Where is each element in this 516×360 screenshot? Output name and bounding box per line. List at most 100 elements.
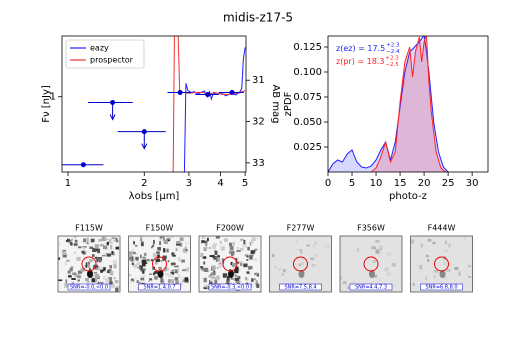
cutout-pixel [102, 267, 106, 272]
cutout-pixel [94, 256, 98, 259]
cutout-pixel [172, 254, 176, 257]
cutout-pixel [239, 247, 244, 251]
cutout-pixel [76, 256, 81, 261]
cutout-pixel [83, 238, 87, 243]
x-tick-label: 30 [466, 178, 479, 189]
cutout-pixel [115, 287, 119, 292]
cutout-pixel [87, 264, 91, 268]
sed-line [183, 47, 246, 172]
photometry-point [110, 99, 116, 105]
cutout-pixel [245, 278, 249, 281]
annotation: z(pr) = 18.3 [336, 57, 384, 66]
cutout-pixel [278, 268, 282, 271]
cutout-pixel [91, 278, 95, 283]
cutout-pixel [177, 257, 181, 262]
cutout-pixel [129, 280, 133, 283]
cutout-pixel [251, 237, 256, 241]
cutout-pixel [340, 283, 343, 288]
cutout-pixel [146, 259, 150, 262]
cutout-pixel [229, 246, 234, 251]
cutout-pixel [247, 246, 250, 251]
cutout-filter: F356W [357, 224, 385, 233]
y2-axis-label: AB mag [270, 84, 281, 123]
cutout-pixel [217, 263, 223, 268]
cutout-pixel [171, 252, 175, 256]
snr-box [208, 283, 252, 291]
snr-label: SNR=6.8,8.0 [425, 285, 457, 291]
cutout-pixel [113, 276, 116, 280]
cutout-pixel [397, 268, 400, 272]
cutout-pixel [163, 240, 168, 245]
cutout-pixel [214, 276, 217, 280]
cutout-pixel [94, 244, 99, 249]
cutout-pixel [181, 259, 185, 263]
cutout-pixel [179, 242, 183, 247]
cutout-pixel [82, 251, 88, 255]
cutout-pixel [85, 278, 89, 282]
cutout-pixel [467, 265, 472, 268]
aperture [81, 256, 97, 272]
cutout-pixel [379, 250, 383, 255]
cutout-pixel [415, 261, 419, 266]
cutout-pixel [205, 244, 208, 247]
cutout-pixel [140, 236, 142, 240]
cutout-pixel [139, 254, 142, 259]
cutout-pixel [434, 270, 439, 273]
cutout-pixel [94, 273, 99, 278]
cutout-pixel [468, 276, 472, 278]
x-tick-label: 3 [186, 178, 192, 189]
cutout-pixel [128, 253, 133, 257]
legend-label: eazy [90, 44, 109, 53]
cutout-pixel [171, 262, 176, 265]
cutout-pixel [177, 270, 179, 273]
cutout-pixel [312, 244, 317, 248]
y-tick-label: 1 [50, 92, 56, 103]
cutout-pixel [235, 258, 238, 261]
cutout-pixel [165, 272, 169, 276]
cutout-frame [410, 235, 473, 293]
cutout-pixel [68, 275, 72, 278]
cutout-pixel [249, 241, 252, 246]
cutout-pixel [92, 254, 95, 257]
cutout-pixel [72, 272, 77, 275]
cutout-pixel [246, 259, 249, 261]
cutout-pixel [65, 279, 68, 284]
cutout-pixel [255, 237, 260, 240]
cutout-pixel [74, 273, 78, 278]
cutout-pixel [211, 272, 215, 277]
cutout-pixel [234, 277, 239, 281]
cutout-pixel [134, 277, 137, 280]
sed-line [172, 36, 246, 172]
cutout-pixel [159, 260, 163, 262]
cutout-pixel [113, 264, 117, 269]
pdf-line [370, 36, 447, 172]
cutout-pixel [425, 254, 429, 258]
annotation-sub: −2.5 [385, 62, 399, 68]
cutout-pixel [107, 270, 111, 274]
cutout-pixel [162, 257, 166, 261]
cutout-pixel [174, 277, 179, 281]
cutout-pixel [109, 281, 113, 285]
cutout-pixel [209, 255, 213, 257]
cutout-pixel [108, 277, 112, 282]
cutout-pixel [202, 236, 205, 239]
photometry-point [229, 89, 235, 95]
cutout-filter: F115W [75, 224, 103, 233]
cutout-pixel [106, 241, 109, 246]
snr-label: SNR=7.5,8.4 [284, 285, 316, 291]
cutout-pixel [105, 278, 110, 283]
cutout-pixel [98, 238, 103, 242]
x-tick-label: 10 [370, 178, 383, 189]
annotation-text: z(pr) = 18.3 [336, 57, 384, 66]
cutout-pixel [106, 253, 112, 257]
cutout-pixel [282, 244, 287, 248]
cutout-pixel [62, 253, 67, 258]
cutout-pixel [240, 262, 243, 266]
cutout-pixel [93, 271, 98, 274]
x-tick-label: 20 [418, 178, 431, 189]
cutout-pixel [179, 278, 185, 283]
cutout-pixel [109, 265, 112, 269]
y-axis-label: Fν [nJy] [41, 85, 52, 123]
cutout-pixel [89, 246, 94, 249]
cutout-pixel [98, 257, 102, 263]
